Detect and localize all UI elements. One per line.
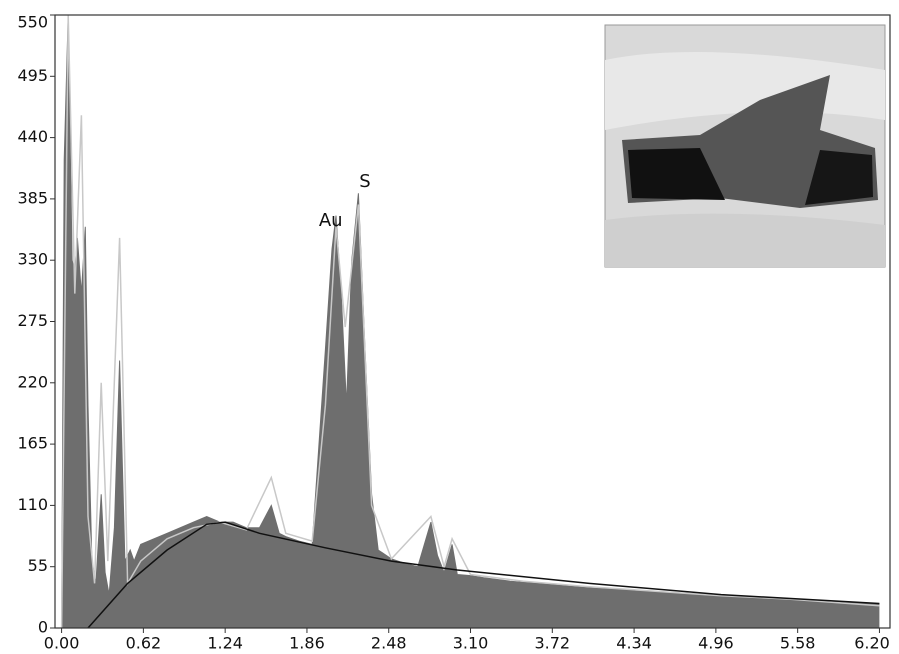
plot xyxy=(60,14,880,629)
x-tick-label: 6.20 xyxy=(854,634,890,653)
y-tick-label: 220 xyxy=(17,372,48,391)
y-tick-label: 550 xyxy=(17,13,48,32)
y-tick-label: 110 xyxy=(17,495,48,514)
inset-ground xyxy=(605,213,885,267)
inset-hole xyxy=(805,150,873,205)
x-tick-label: 3.10 xyxy=(453,634,489,653)
y-tick-label: 330 xyxy=(17,250,48,269)
x-tick-label: 5.58 xyxy=(780,634,816,653)
y-tick-label: 0 xyxy=(38,618,48,637)
inset-hole xyxy=(628,148,725,200)
x-tick-label: 0.62 xyxy=(126,634,162,653)
peak-label: S xyxy=(359,171,370,192)
y-tick-label: 440 xyxy=(17,127,48,146)
fit-line xyxy=(87,521,880,629)
x-tick-label: 2.48 xyxy=(371,634,407,653)
x-tick-label: 1.86 xyxy=(289,634,325,653)
x-tick-label: 4.34 xyxy=(616,634,652,653)
x-tick-label: 4.96 xyxy=(698,634,734,653)
y-tick-label: 275 xyxy=(17,311,48,330)
x-tick-label: 3.72 xyxy=(534,634,570,653)
fit-line xyxy=(60,14,880,629)
y-tick-label: 385 xyxy=(17,188,48,207)
x-tick-label: 0.00 xyxy=(44,634,80,653)
y-tick-label: 165 xyxy=(17,434,48,453)
y-tick-label: 495 xyxy=(17,66,48,85)
peak-label: Au xyxy=(319,210,343,231)
y-tick-label: 55 xyxy=(28,556,48,575)
spectrum-area xyxy=(61,15,880,628)
inset-image xyxy=(604,24,886,268)
x-tick-label: 1.24 xyxy=(207,634,243,653)
